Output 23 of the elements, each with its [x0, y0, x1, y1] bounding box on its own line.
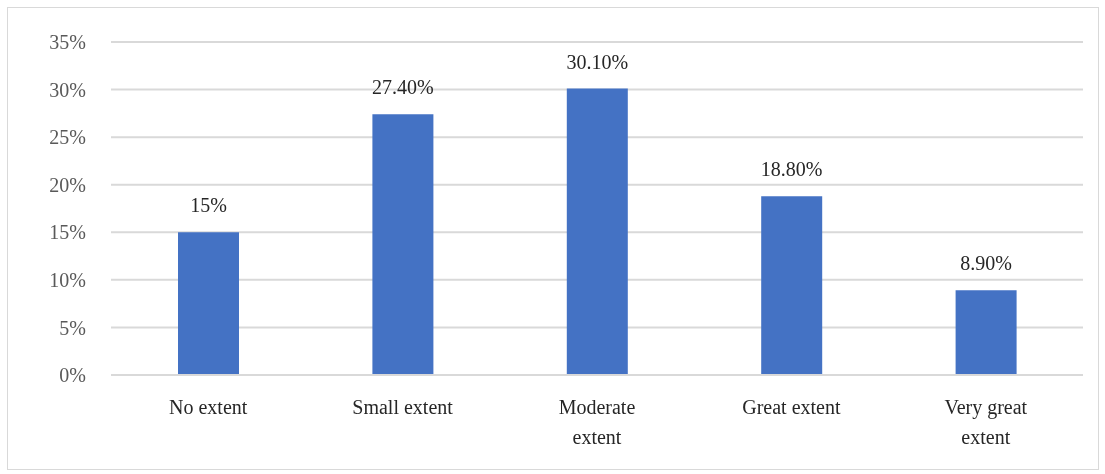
data-label: 27.40%	[372, 76, 434, 99]
data-label: 15%	[190, 194, 227, 217]
data-label: 30.10%	[566, 50, 629, 73]
x-tick-label: Great extent	[742, 396, 841, 418]
y-tick-label: 30%	[49, 78, 86, 101]
x-tick-label: Very great extent	[944, 396, 1028, 448]
y-tick-label: 15%	[49, 221, 86, 244]
bar	[178, 232, 239, 375]
y-tick-label: 25%	[49, 126, 86, 149]
bar	[761, 196, 823, 375]
bar	[566, 88, 628, 375]
x-tick-label: Moderate extent	[558, 396, 636, 448]
bar	[372, 114, 434, 375]
x-tick-label: No extent	[169, 396, 248, 418]
y-tick-label: 20%	[49, 173, 86, 196]
data-label: 8.90%	[960, 252, 1012, 275]
bar	[955, 290, 1017, 375]
data-label: 18.80%	[760, 158, 823, 181]
y-tick-label: 5%	[59, 316, 86, 339]
y-tick-label: 10%	[49, 268, 86, 291]
y-tick-label: 35%	[49, 31, 86, 54]
y-tick-label: 0%	[59, 364, 86, 387]
x-tick-label: Small extent	[352, 396, 454, 418]
